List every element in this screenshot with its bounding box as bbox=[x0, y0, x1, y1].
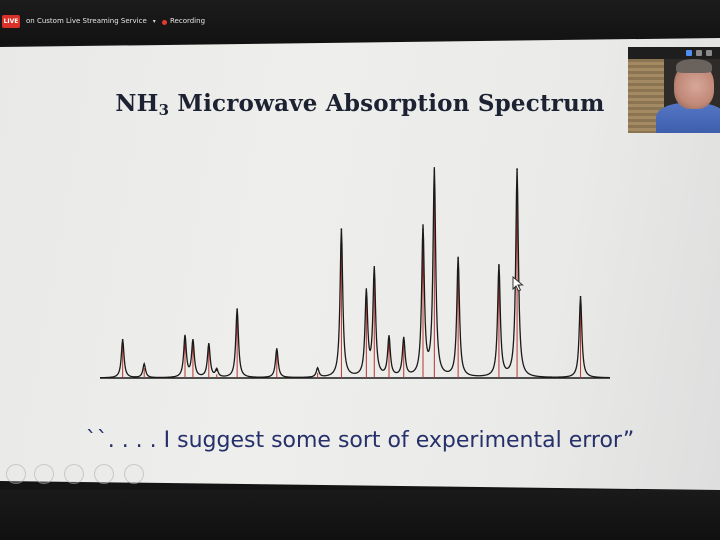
participant-hair bbox=[676, 59, 712, 73]
grid-view-icon[interactable] bbox=[686, 50, 692, 56]
spectrum-peak bbox=[192, 340, 194, 343]
shared-slide: NH3 Microwave Absorption Spectrum ``. . … bbox=[0, 38, 720, 490]
spectrum-peak bbox=[236, 308, 238, 310]
spectrum-peak bbox=[208, 343, 210, 346]
meeting-control-bar bbox=[0, 490, 720, 540]
live-badge[interactable]: LIVE bbox=[2, 15, 20, 28]
spectrum-peak bbox=[433, 170, 436, 172]
slide-title-subscript: 3 bbox=[158, 101, 170, 119]
slide-quote: ``. . . . I suggest some sort of experim… bbox=[85, 428, 635, 453]
spectrum-peak bbox=[402, 338, 405, 341]
spectrum-peak bbox=[184, 335, 186, 338]
chevron-down-icon: ▾ bbox=[152, 18, 156, 25]
spectrum-peak bbox=[143, 363, 145, 366]
spectrum-peak bbox=[516, 168, 518, 171]
spectrum-peak bbox=[121, 338, 124, 341]
spectrum-peak bbox=[498, 265, 500, 267]
pen-tool-icon[interactable] bbox=[34, 464, 54, 484]
recording-dot-icon bbox=[162, 20, 167, 25]
presenter-tools bbox=[0, 460, 160, 488]
minimize-icon[interactable] bbox=[696, 50, 702, 56]
pointer-cursor-icon bbox=[512, 276, 524, 292]
spectrum-peak bbox=[215, 369, 218, 372]
spectrum-peak bbox=[373, 269, 376, 272]
spectrum-peak bbox=[340, 228, 343, 231]
participant-video[interactable] bbox=[628, 47, 720, 133]
eraser-tool-icon[interactable] bbox=[64, 464, 84, 484]
spectrum-peak bbox=[276, 348, 278, 350]
zoom-tool-icon[interactable] bbox=[94, 464, 114, 484]
slide-title-prefix: NH bbox=[115, 90, 159, 117]
stream-service-label: on Custom Live Streaming Service bbox=[26, 17, 147, 25]
spectrum-peak bbox=[457, 257, 459, 260]
video-toolbar bbox=[628, 47, 720, 59]
recording-label[interactable]: Recording bbox=[170, 17, 206, 25]
spectrum-peak bbox=[422, 228, 424, 231]
spectrum-chart bbox=[99, 167, 611, 379]
more-tool-icon[interactable] bbox=[124, 464, 144, 484]
streaming-toolbar: LIVE on Custom Live Streaming Service ▾ R… bbox=[0, 0, 720, 44]
spectrum-peak bbox=[365, 292, 368, 295]
slide-title-rest: Microwave Absorption Spectrum bbox=[169, 90, 605, 117]
speaker-view-icon[interactable] bbox=[706, 50, 712, 56]
slide-title: NH3 Microwave Absorption Spectrum bbox=[0, 90, 720, 119]
stream-service-menu[interactable]: on Custom Live Streaming Service ▾ bbox=[26, 17, 156, 25]
spectrum-peak bbox=[316, 368, 319, 370]
cursor-tool-icon[interactable] bbox=[6, 464, 26, 484]
spectrum-series-line bbox=[99, 167, 611, 379]
spectrum-peak bbox=[579, 295, 582, 298]
spectrum-peak bbox=[388, 337, 390, 339]
